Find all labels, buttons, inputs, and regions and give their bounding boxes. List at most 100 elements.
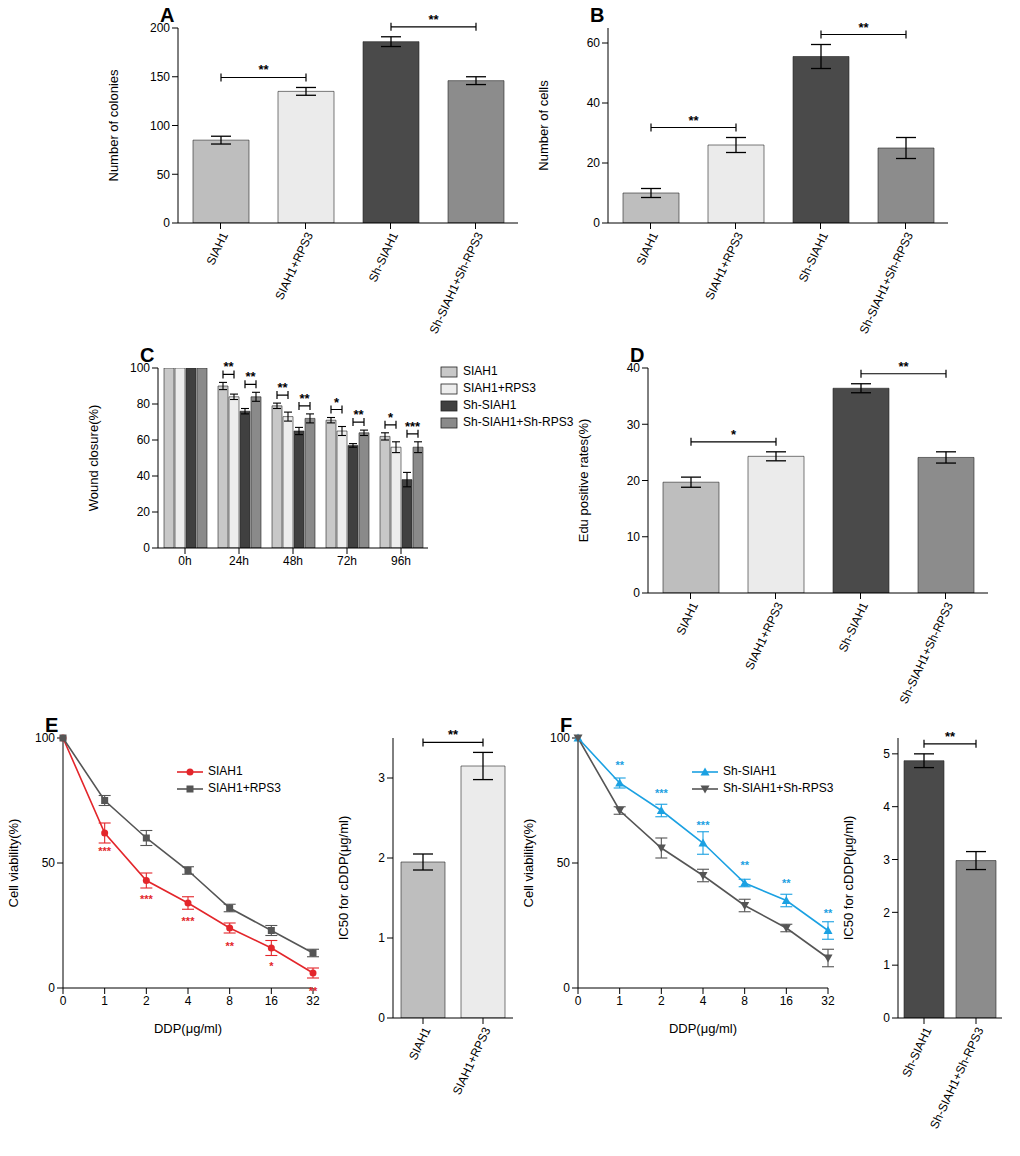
svg-text:32: 32	[821, 994, 835, 1008]
svg-text:60: 60	[587, 36, 601, 50]
svg-text:1: 1	[616, 994, 623, 1008]
svg-text:Cell viability(%): Cell viability(%)	[523, 819, 536, 908]
svg-text:1: 1	[101, 994, 108, 1008]
svg-text:40: 40	[587, 96, 601, 110]
svg-text:80: 80	[137, 397, 151, 411]
svg-text:40: 40	[137, 469, 151, 483]
svg-text:SIAH1+RPS3: SIAH1+RPS3	[272, 230, 316, 302]
svg-text:Sh-SIAH1: Sh-SIAH1	[899, 1025, 934, 1080]
svg-text:0: 0	[593, 216, 600, 230]
svg-text:**: **	[353, 407, 364, 422]
svg-text:Sh-SIAH1+Sh-RPS3: Sh-SIAH1+Sh-RPS3	[897, 600, 956, 706]
svg-text:**: **	[299, 391, 310, 406]
svg-text:**: **	[782, 877, 791, 889]
svg-text:0: 0	[163, 216, 170, 230]
svg-text:50: 50	[42, 856, 56, 870]
svg-text:SIAH1+RPS3: SIAH1+RPS3	[742, 600, 786, 672]
svg-text:0: 0	[883, 1011, 890, 1025]
svg-text:100: 100	[150, 119, 170, 133]
svg-text:*: *	[388, 410, 394, 425]
svg-text:Edu positive rates(%): Edu positive rates(%)	[576, 419, 591, 543]
svg-text:**: **	[245, 369, 256, 384]
svg-text:SIAH1: SIAH1	[406, 1025, 433, 1063]
svg-text:96h: 96h	[391, 554, 411, 568]
svg-text:Number of colonies: Number of colonies	[106, 69, 121, 181]
svg-text:2: 2	[883, 906, 890, 920]
svg-text:16: 16	[265, 994, 279, 1008]
svg-text:1: 1	[883, 958, 890, 972]
svg-text:**: **	[898, 359, 909, 374]
svg-text:*: *	[334, 395, 340, 410]
svg-text:16: 16	[780, 994, 794, 1008]
svg-text:*: *	[269, 960, 274, 972]
svg-text:***: ***	[697, 819, 711, 831]
svg-text:**: **	[225, 940, 234, 952]
svg-text:Sh-SIAH1: Sh-SIAH1	[836, 600, 871, 655]
svg-text:***: ***	[405, 419, 421, 434]
svg-text:3: 3	[883, 853, 890, 867]
svg-text:0: 0	[143, 541, 150, 555]
svg-text:***: ***	[140, 893, 154, 905]
svg-text:0: 0	[575, 994, 582, 1008]
svg-text:20: 20	[627, 474, 641, 488]
svg-text:50: 50	[557, 856, 571, 870]
svg-text:0: 0	[378, 1011, 385, 1025]
svg-text:72h: 72h	[337, 554, 357, 568]
svg-text:**: **	[448, 727, 459, 742]
svg-text:Sh-SIAH1: Sh-SIAH1	[796, 230, 831, 285]
svg-text:Cell viability(%): Cell viability(%)	[8, 819, 21, 908]
svg-text:4: 4	[883, 800, 890, 814]
svg-text:SIAH1+RPS3: SIAH1+RPS3	[702, 230, 746, 302]
svg-text:**: **	[858, 20, 869, 35]
svg-text:**: **	[688, 113, 699, 128]
svg-text:48h: 48h	[283, 554, 303, 568]
svg-text:2: 2	[378, 851, 385, 865]
svg-text:**: **	[740, 859, 749, 871]
svg-text:10: 10	[627, 530, 641, 544]
svg-text:8: 8	[741, 994, 748, 1008]
svg-text:Sh-SIAH1+Sh-RPS3: Sh-SIAH1+Sh-RPS3	[927, 1025, 986, 1131]
svg-text:**: **	[277, 380, 288, 395]
svg-text:*: *	[731, 427, 737, 442]
svg-text:60: 60	[137, 433, 151, 447]
svg-text:Sh-SIAH1+Sh-RPS3: Sh-SIAH1+Sh-RPS3	[857, 230, 916, 336]
svg-text:IC50 for cDDP(μg/ml): IC50 for cDDP(μg/ml)	[843, 816, 856, 941]
svg-text:Sh-SIAH1: Sh-SIAH1	[366, 230, 401, 285]
svg-text:20: 20	[137, 505, 151, 519]
svg-text:SIAH1: SIAH1	[674, 600, 701, 638]
svg-text:4: 4	[185, 994, 192, 1008]
svg-text:**: **	[824, 907, 833, 919]
svg-text:***: ***	[655, 787, 669, 799]
svg-text:50: 50	[157, 168, 171, 182]
svg-text:SIAH1: SIAH1	[204, 230, 231, 268]
svg-text:**: **	[223, 359, 234, 374]
svg-text:DDP(μg/ml): DDP(μg/ml)	[669, 1021, 737, 1036]
svg-text:IC50 for cDDP(μg/ml): IC50 for cDDP(μg/ml)	[338, 816, 351, 941]
svg-text:0: 0	[633, 586, 640, 600]
svg-text:0: 0	[563, 981, 570, 995]
svg-text:5: 5	[883, 747, 890, 761]
svg-text:**: **	[615, 759, 624, 771]
svg-text:**: **	[309, 985, 318, 997]
svg-text:0h: 0h	[178, 554, 191, 568]
svg-text:***: ***	[98, 845, 112, 857]
svg-text:30: 30	[627, 418, 641, 432]
svg-text:1: 1	[378, 931, 385, 945]
svg-text:DDP(μg/ml): DDP(μg/ml)	[154, 1021, 222, 1036]
svg-text:3: 3	[378, 771, 385, 785]
svg-text:150: 150	[150, 70, 170, 84]
svg-text:**: **	[428, 12, 439, 27]
svg-text:4: 4	[700, 994, 707, 1008]
svg-text:8: 8	[226, 994, 233, 1008]
svg-text:0: 0	[60, 994, 67, 1008]
svg-text:**: **	[945, 729, 956, 744]
svg-text:**: **	[258, 62, 269, 77]
svg-text:24h: 24h	[229, 554, 249, 568]
svg-text:***: ***	[182, 915, 196, 927]
svg-text:0: 0	[48, 981, 55, 995]
svg-text:Number of cells: Number of cells	[536, 80, 551, 171]
svg-text:SIAH1+RPS3: SIAH1+RPS3	[450, 1025, 494, 1097]
svg-text:Wound closure(%): Wound closure(%)	[86, 405, 101, 512]
svg-text:2: 2	[658, 994, 665, 1008]
svg-text:Sh-SIAH1+Sh-RPS3: Sh-SIAH1+Sh-RPS3	[427, 230, 486, 336]
